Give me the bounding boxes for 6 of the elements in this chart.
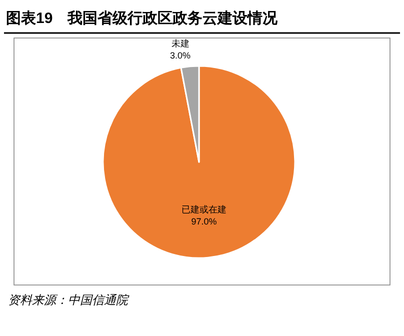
slice-label: 未建 (171, 38, 190, 49)
data-label: 97.0% (191, 216, 217, 227)
text: 资料来源：中国信通院 (8, 293, 130, 307)
data-label: 3.0% (170, 50, 191, 61)
chart-title: 图表19 我国省级行政区政务云建设情况 (6, 10, 279, 27)
slice-label: 已建或在建 (181, 204, 226, 215)
